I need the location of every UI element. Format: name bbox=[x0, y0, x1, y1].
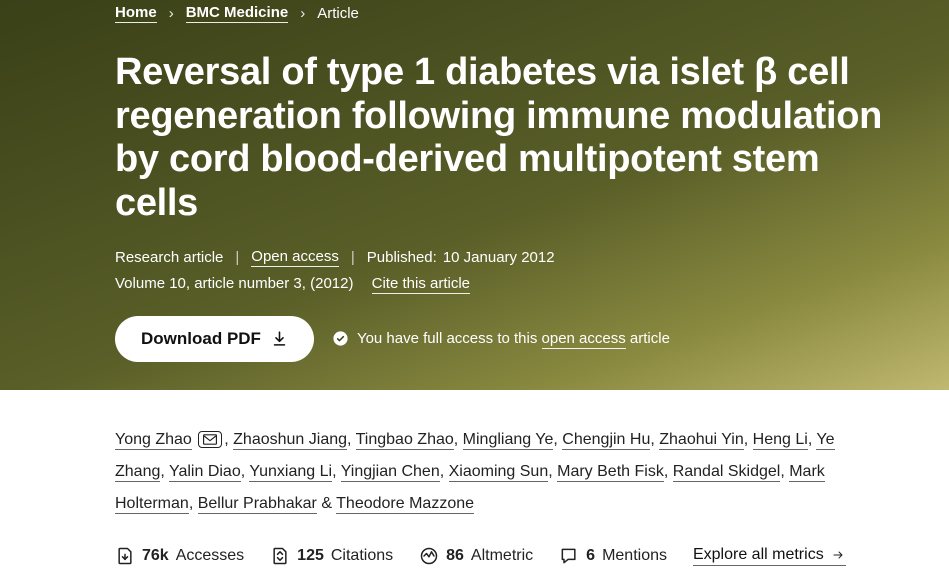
author-link[interactable]: Theodore Mazzone bbox=[336, 495, 474, 514]
download-pdf-label: Download PDF bbox=[141, 329, 261, 349]
author-link[interactable]: Yunxiang Li bbox=[249, 463, 332, 482]
citations-label: Citations bbox=[331, 547, 393, 565]
altmetric-label: Altmetric bbox=[471, 547, 533, 565]
breadcrumb-current: Article bbox=[317, 5, 359, 22]
mentions-value: 6 bbox=[586, 547, 595, 565]
author-link[interactable]: Yong Zhao bbox=[115, 431, 192, 450]
citations-icon bbox=[270, 546, 290, 566]
accesses-icon bbox=[115, 546, 135, 566]
article-meta-line: Research article | Open access | Publish… bbox=[115, 248, 909, 267]
metric-altmetric: 86 Altmetric bbox=[419, 546, 533, 566]
author-link[interactable]: Xiaoming Sun bbox=[449, 463, 549, 482]
accesses-label: Accesses bbox=[176, 547, 244, 565]
breadcrumb-journal[interactable]: BMC Medicine bbox=[186, 4, 289, 23]
check-circle-icon bbox=[332, 330, 349, 347]
access-note-suffix: article bbox=[626, 330, 670, 347]
download-icon bbox=[271, 330, 288, 347]
author-link[interactable]: Heng Li bbox=[753, 431, 808, 450]
altmetric-icon bbox=[419, 546, 439, 566]
author-link[interactable]: Zhaohui Yin bbox=[659, 431, 744, 450]
author-link[interactable]: Randal Skidgel bbox=[673, 463, 781, 482]
arrow-right-icon bbox=[830, 549, 846, 561]
author-link[interactable]: Chengjin Hu bbox=[562, 431, 650, 450]
author-link[interactable]: Mary Beth Fisk bbox=[557, 463, 664, 482]
download-pdf-button[interactable]: Download PDF bbox=[115, 316, 314, 362]
volume-info: Volume 10, article number 3, (2012) bbox=[115, 275, 353, 292]
cite-article-link[interactable]: Cite this article bbox=[372, 275, 470, 294]
author-link[interactable]: Bellur Prabhakar bbox=[198, 495, 317, 514]
accesses-value: 76k bbox=[142, 547, 169, 565]
metric-citations: 125 Citations bbox=[270, 546, 393, 566]
citations-value: 125 bbox=[297, 547, 324, 565]
explore-metrics-label: Explore all metrics bbox=[693, 546, 824, 564]
author-link[interactable]: Yingjian Chen bbox=[341, 463, 440, 482]
chevron-right-icon: › bbox=[169, 5, 174, 22]
metric-mentions: 6 Mentions bbox=[559, 546, 667, 566]
explore-metrics-link[interactable]: Explore all metrics bbox=[693, 546, 846, 566]
access-note-link[interactable]: open access bbox=[542, 330, 626, 349]
author-list: Yong Zhao , Zhaoshun Jiang, Tingbao Zhao… bbox=[115, 424, 875, 520]
chevron-right-icon: › bbox=[300, 5, 305, 22]
author-link[interactable]: Yalin Diao bbox=[169, 463, 241, 482]
mail-icon[interactable] bbox=[198, 431, 222, 448]
author-link[interactable]: Tingbao Zhao bbox=[356, 431, 454, 450]
mentions-icon bbox=[559, 546, 579, 566]
metrics-row: 76k Accesses 125 Citations 86 Altmetric … bbox=[115, 546, 909, 566]
published-label: Published: bbox=[367, 249, 437, 266]
published-date: 10 January 2012 bbox=[443, 249, 555, 266]
access-note-prefix: You have full access to this bbox=[357, 330, 542, 347]
altmetric-value: 86 bbox=[446, 547, 464, 565]
article-volume-line: Volume 10, article number 3, (2012) Cite… bbox=[115, 275, 909, 292]
article-title: Reversal of type 1 diabetes via islet β … bbox=[115, 51, 909, 226]
author-link[interactable]: Zhaoshun Jiang bbox=[233, 431, 347, 450]
author-link[interactable]: Mingliang Ye bbox=[463, 431, 554, 450]
mentions-label: Mentions bbox=[602, 547, 667, 565]
breadcrumb-home[interactable]: Home bbox=[115, 4, 157, 23]
metric-accesses: 76k Accesses bbox=[115, 546, 244, 566]
access-note: You have full access to this open access… bbox=[332, 330, 670, 347]
article-type: Research article bbox=[115, 249, 223, 266]
open-access-link[interactable]: Open access bbox=[251, 248, 339, 267]
breadcrumb: Home › BMC Medicine › Article bbox=[115, 4, 909, 23]
